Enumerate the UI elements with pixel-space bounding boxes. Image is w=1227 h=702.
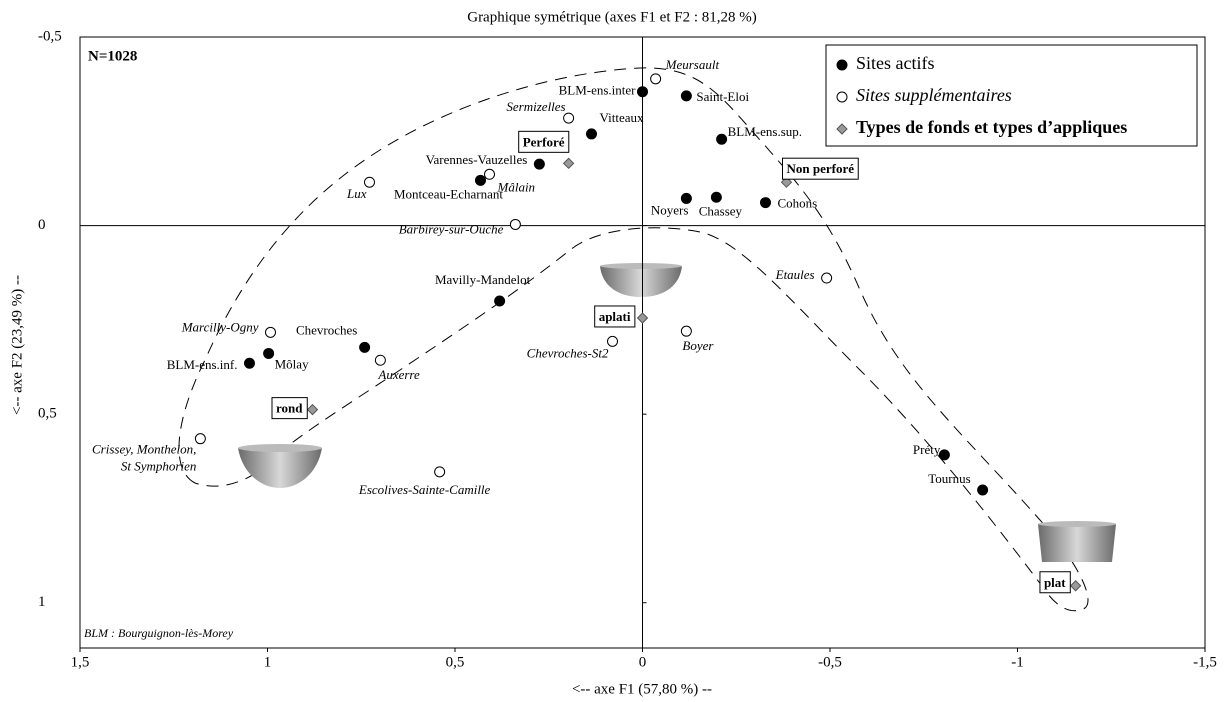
point-label: Escolives-Sainte-Camille bbox=[358, 482, 491, 497]
open-point bbox=[364, 176, 375, 188]
x-tick-label: -1,5 bbox=[1193, 654, 1217, 670]
point-label: Lux bbox=[346, 186, 367, 201]
point-label: BLM-ens.sup. bbox=[728, 124, 802, 139]
legend-label: Sites actifs bbox=[856, 53, 935, 73]
point-label: Mavilly-Mandelot bbox=[435, 272, 531, 287]
open-point bbox=[265, 326, 276, 338]
x-tick-label: 0,5 bbox=[446, 654, 465, 670]
x-tick-label: 1 bbox=[264, 654, 272, 670]
dashed-envelope bbox=[178, 67, 1089, 612]
point-label: Chassey bbox=[699, 203, 743, 218]
diamond-point bbox=[780, 176, 793, 188]
diamond-point bbox=[306, 403, 319, 416]
open-point bbox=[650, 73, 662, 85]
open-point bbox=[509, 218, 521, 230]
legend-symbol bbox=[836, 91, 848, 103]
note: BLM : Bourguignon-lès-Morey bbox=[84, 626, 234, 640]
open-point bbox=[484, 168, 495, 180]
point-label: Boyer bbox=[682, 338, 714, 353]
point-label: Meursault bbox=[665, 57, 720, 72]
filled-point bbox=[359, 341, 371, 353]
filled-point bbox=[494, 295, 506, 307]
filled-point bbox=[760, 197, 771, 209]
y-axis-label: <-- axe F2 (23,49 %) -- bbox=[9, 275, 25, 415]
point-label: Perforé bbox=[523, 134, 565, 149]
filled-point bbox=[263, 347, 275, 359]
point-label: Préty bbox=[913, 442, 941, 457]
legend-label: Sites supplémentaires bbox=[856, 85, 1012, 105]
point-label: Mâlain bbox=[497, 179, 536, 194]
bowl-icons bbox=[238, 263, 1116, 562]
point-label: Montceau-Echarnant bbox=[394, 186, 503, 201]
legend-box bbox=[825, 44, 1198, 147]
annotation: N=1028 bbox=[88, 48, 137, 64]
y-tick-label: 0,5 bbox=[38, 406, 57, 422]
x-tick-label: -0,5 bbox=[818, 654, 842, 670]
legend-symbol bbox=[836, 123, 848, 135]
point-label: Crissey, Monthelon, St Symphorien bbox=[92, 442, 196, 474]
legend-label: Types de fonds et types d’appliques bbox=[856, 117, 1127, 137]
point-label: Varennes-Vauzelles bbox=[426, 152, 528, 167]
point-label: Saint-Eloi bbox=[696, 89, 749, 104]
label-box bbox=[1039, 571, 1071, 594]
open-point bbox=[194, 433, 206, 445]
filled-point bbox=[680, 90, 692, 102]
point-label: Cohons bbox=[778, 196, 818, 211]
filled-point bbox=[637, 86, 648, 98]
x-tick-label: -1 bbox=[1011, 654, 1024, 670]
x-axis-label: <-- axe F1 (57,80 %) -- bbox=[572, 681, 712, 697]
filled-point bbox=[586, 128, 597, 140]
point-label: Sermizelles bbox=[506, 99, 565, 114]
filled-point bbox=[938, 449, 950, 461]
point-label: Tournus bbox=[928, 471, 970, 486]
filled-point bbox=[244, 357, 255, 369]
diamond-point bbox=[636, 312, 649, 324]
point-label: Etaules bbox=[775, 267, 815, 282]
point-label: Marcilly-Ogny bbox=[181, 319, 259, 334]
open-point bbox=[680, 325, 692, 337]
point-label: Auxerre bbox=[377, 367, 420, 382]
filled-point bbox=[680, 192, 692, 204]
open-point bbox=[821, 272, 833, 284]
point-label: Noyers bbox=[651, 202, 689, 217]
diamond-point bbox=[562, 157, 575, 170]
x-tick-label: 1,5 bbox=[71, 654, 90, 670]
point-label: Môlay bbox=[275, 356, 309, 371]
point-label: Vitteaux bbox=[600, 110, 644, 125]
label-box bbox=[594, 305, 636, 328]
filled-point bbox=[475, 174, 486, 186]
point-label: BLM-ens.inf. bbox=[167, 357, 238, 372]
point-label: rond bbox=[276, 401, 303, 416]
point-label: Chevroches-St2 bbox=[527, 345, 609, 360]
point-label: aplati bbox=[599, 309, 631, 324]
open-point bbox=[607, 335, 618, 347]
label-box bbox=[271, 397, 308, 420]
x-tick-label: 0 bbox=[639, 654, 647, 670]
point-label: Non perforé bbox=[787, 161, 855, 176]
label-box bbox=[518, 130, 570, 153]
y-tick-label: 0 bbox=[38, 217, 46, 233]
diamond-point bbox=[1069, 580, 1082, 592]
filled-point bbox=[977, 484, 989, 496]
point-label: Chevroches bbox=[296, 322, 357, 337]
point-label: plat bbox=[1044, 575, 1066, 590]
point-label: BLM-ens.inter bbox=[559, 83, 637, 98]
open-point bbox=[563, 112, 575, 124]
filled-point bbox=[710, 191, 722, 203]
label-box bbox=[782, 157, 859, 180]
open-point bbox=[374, 354, 386, 366]
open-point bbox=[434, 466, 446, 478]
point-label: Barbirey-sur-Ouche bbox=[399, 221, 504, 236]
chart-title: Graphique symétrique (axes F1 et F2 : 81… bbox=[467, 9, 757, 25]
y-tick-label: -0,5 bbox=[38, 28, 62, 44]
filled-point bbox=[716, 133, 728, 145]
y-tick-label: 1 bbox=[38, 594, 46, 610]
legend-symbol bbox=[836, 59, 848, 71]
filled-point bbox=[533, 158, 545, 170]
